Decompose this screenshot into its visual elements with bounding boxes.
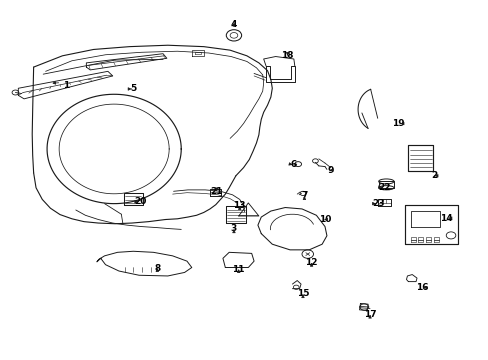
Text: 14: 14	[440, 213, 452, 222]
Text: 1: 1	[63, 81, 69, 90]
Text: 20: 20	[134, 197, 146, 206]
Text: 2: 2	[431, 171, 437, 180]
Text: 23: 23	[372, 199, 384, 208]
Text: 12: 12	[305, 258, 317, 267]
Text: 3: 3	[230, 224, 237, 233]
Text: 10: 10	[318, 215, 330, 224]
Text: 22: 22	[378, 183, 390, 192]
Text: 21: 21	[210, 187, 223, 196]
Text: 19: 19	[391, 119, 404, 128]
Text: 9: 9	[327, 166, 333, 175]
Text: 8: 8	[154, 264, 160, 273]
Text: 11: 11	[232, 265, 244, 274]
Text: 13: 13	[233, 201, 245, 210]
Text: 4: 4	[230, 20, 237, 29]
Text: 15: 15	[296, 289, 308, 298]
Text: 6: 6	[290, 160, 296, 169]
Text: 18: 18	[281, 51, 293, 60]
Text: 17: 17	[363, 310, 376, 319]
Text: 7: 7	[301, 191, 307, 200]
Text: 16: 16	[415, 283, 427, 292]
Text: 5: 5	[130, 85, 136, 94]
